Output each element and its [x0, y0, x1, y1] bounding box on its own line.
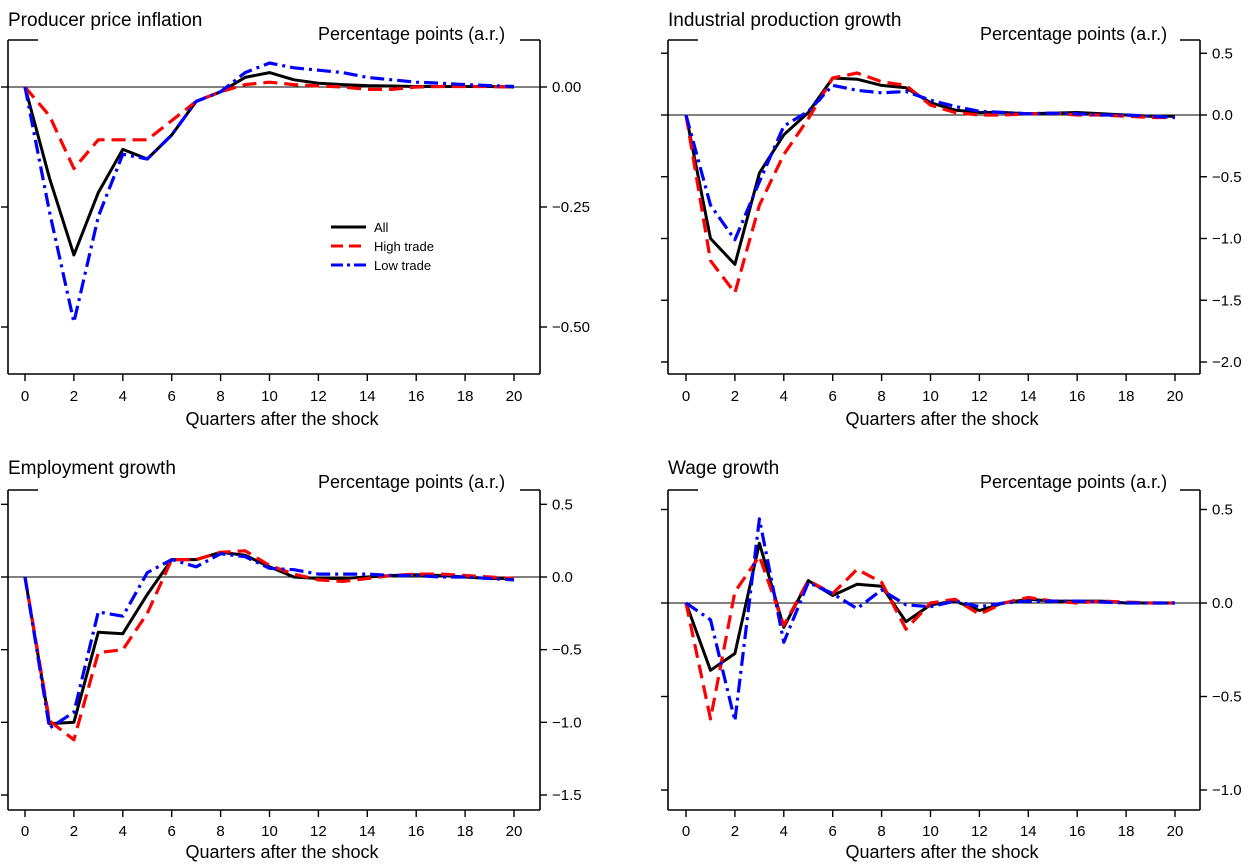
x-tick-label: 2 [731, 823, 739, 840]
x-tick-label: 18 [1118, 823, 1135, 840]
series-line-high [23, 80, 515, 171]
x-tick-label: 6 [829, 823, 837, 840]
series-line-high [23, 549, 515, 742]
y-tick-label: −1.0 [552, 714, 582, 731]
x-tick-label: 10 [922, 823, 939, 840]
x-tick-label: 16 [1069, 823, 1086, 840]
unit-label: Percentage points (a.r.) [318, 24, 505, 44]
x-tick-label: 14 [1020, 388, 1037, 405]
x-tick-label: 10 [261, 388, 278, 405]
unit-label: Percentage points (a.r.) [980, 24, 1167, 44]
chart-panel: Industrial production growth Percentage p… [661, 10, 1242, 429]
y-tick-label: 0.5 [552, 496, 573, 513]
x-tick-label: 0 [682, 823, 690, 840]
unit-label: Percentage points (a.r.) [980, 472, 1167, 492]
panel-title: Employment growth [8, 458, 176, 479]
x-tick-label: 6 [829, 388, 837, 405]
x-tick-label: 10 [922, 388, 939, 405]
legend: All High trade Low trade [331, 220, 434, 273]
y-tick-label: −1.5 [1212, 292, 1242, 309]
y-tick-label: −1.5 [552, 787, 582, 804]
x-tick-label: 12 [971, 388, 988, 405]
x-axis-label: Quarters after the shock [845, 409, 1039, 429]
y-tick-label: 0.5 [1212, 502, 1233, 519]
x-tick-label: 6 [168, 823, 176, 840]
y-tick-label: 0.00 [552, 79, 581, 96]
x-tick-label: 20 [506, 388, 523, 405]
x-tick-label: 0 [21, 823, 29, 840]
x-tick-label: 20 [506, 823, 523, 840]
x-axis-label: Quarters after the shock [185, 409, 379, 429]
x-tick-label: 12 [310, 388, 327, 405]
x-tick-label: 8 [216, 388, 224, 405]
y-tick-label: 0.0 [1212, 107, 1233, 124]
x-tick-label: 18 [457, 823, 474, 840]
y-tick-label: 0.5 [1212, 45, 1233, 62]
x-tick-label: 0 [21, 388, 29, 405]
panel-title: Wage growth [668, 458, 779, 479]
x-tick-label: 16 [1069, 388, 1086, 405]
x-tick-label: 14 [359, 823, 376, 840]
x-tick-label: 14 [1020, 823, 1037, 840]
series-line-low [23, 61, 515, 324]
x-tick-label: 16 [408, 823, 425, 840]
x-tick-label: 12 [971, 823, 988, 840]
legend-label-high: High trade [374, 239, 434, 254]
legend-label-all: All [374, 220, 389, 235]
x-tick-label: 20 [1167, 823, 1184, 840]
x-axis-label: Quarters after the shock [845, 842, 1039, 862]
chart-panel: Wage growth Percentage points (a.r.) 0 2 4 6 8… [661, 458, 1242, 862]
x-tick-label: 2 [70, 823, 78, 840]
y-tick-label: −2.0 [1212, 354, 1242, 371]
y-tick-label: −0.25 [552, 199, 590, 216]
x-tick-label: 8 [216, 823, 224, 840]
x-tick-label: 2 [731, 388, 739, 405]
x-tick-label: 18 [1118, 388, 1135, 405]
x-tick-label: 4 [119, 388, 127, 405]
x-tick-label: 18 [457, 388, 474, 405]
legend-label-low: Low trade [374, 258, 431, 273]
panel-title: Industrial production growth [668, 10, 901, 31]
x-tick-label: 10 [261, 823, 278, 840]
x-tick-label: 2 [70, 388, 78, 405]
unit-label: Percentage points (a.r.) [318, 472, 505, 492]
series-line-all [23, 71, 515, 257]
x-tick-label: 12 [310, 823, 327, 840]
x-tick-label: 14 [359, 388, 376, 405]
series-line-all [23, 550, 514, 726]
chart-panel: Employment growth Percentage points (a.r.… [1, 458, 582, 862]
series-line-low [685, 517, 1175, 723]
x-tick-label: 0 [682, 388, 690, 405]
x-tick-label: 4 [119, 823, 127, 840]
y-tick-label: −0.5 [1212, 689, 1242, 706]
x-tick-label: 4 [780, 823, 788, 840]
y-tick-label: −0.5 [1212, 169, 1242, 186]
x-tick-label: 8 [877, 388, 885, 405]
series-line-high [684, 554, 1175, 721]
y-tick-label: −0.5 [552, 642, 582, 659]
y-tick-label: 0.0 [552, 569, 573, 586]
y-tick-label: −0.50 [552, 319, 590, 336]
series-line-low [23, 552, 515, 730]
panel-title: Producer price inflation [8, 10, 202, 31]
y-tick-label: −1.0 [1212, 231, 1242, 248]
chart-panel: Producer price inflation Percentage point… [1, 10, 590, 429]
x-tick-label: 8 [877, 823, 885, 840]
y-tick-label: 0.0 [1212, 595, 1233, 612]
x-tick-label: 6 [168, 388, 176, 405]
series-line-low [684, 83, 1176, 242]
x-tick-label: 20 [1167, 388, 1184, 405]
y-tick-label: −1.0 [1212, 782, 1242, 799]
x-axis-label: Quarters after the shock [185, 842, 379, 862]
x-tick-label: 4 [780, 388, 788, 405]
x-tick-label: 16 [408, 388, 425, 405]
